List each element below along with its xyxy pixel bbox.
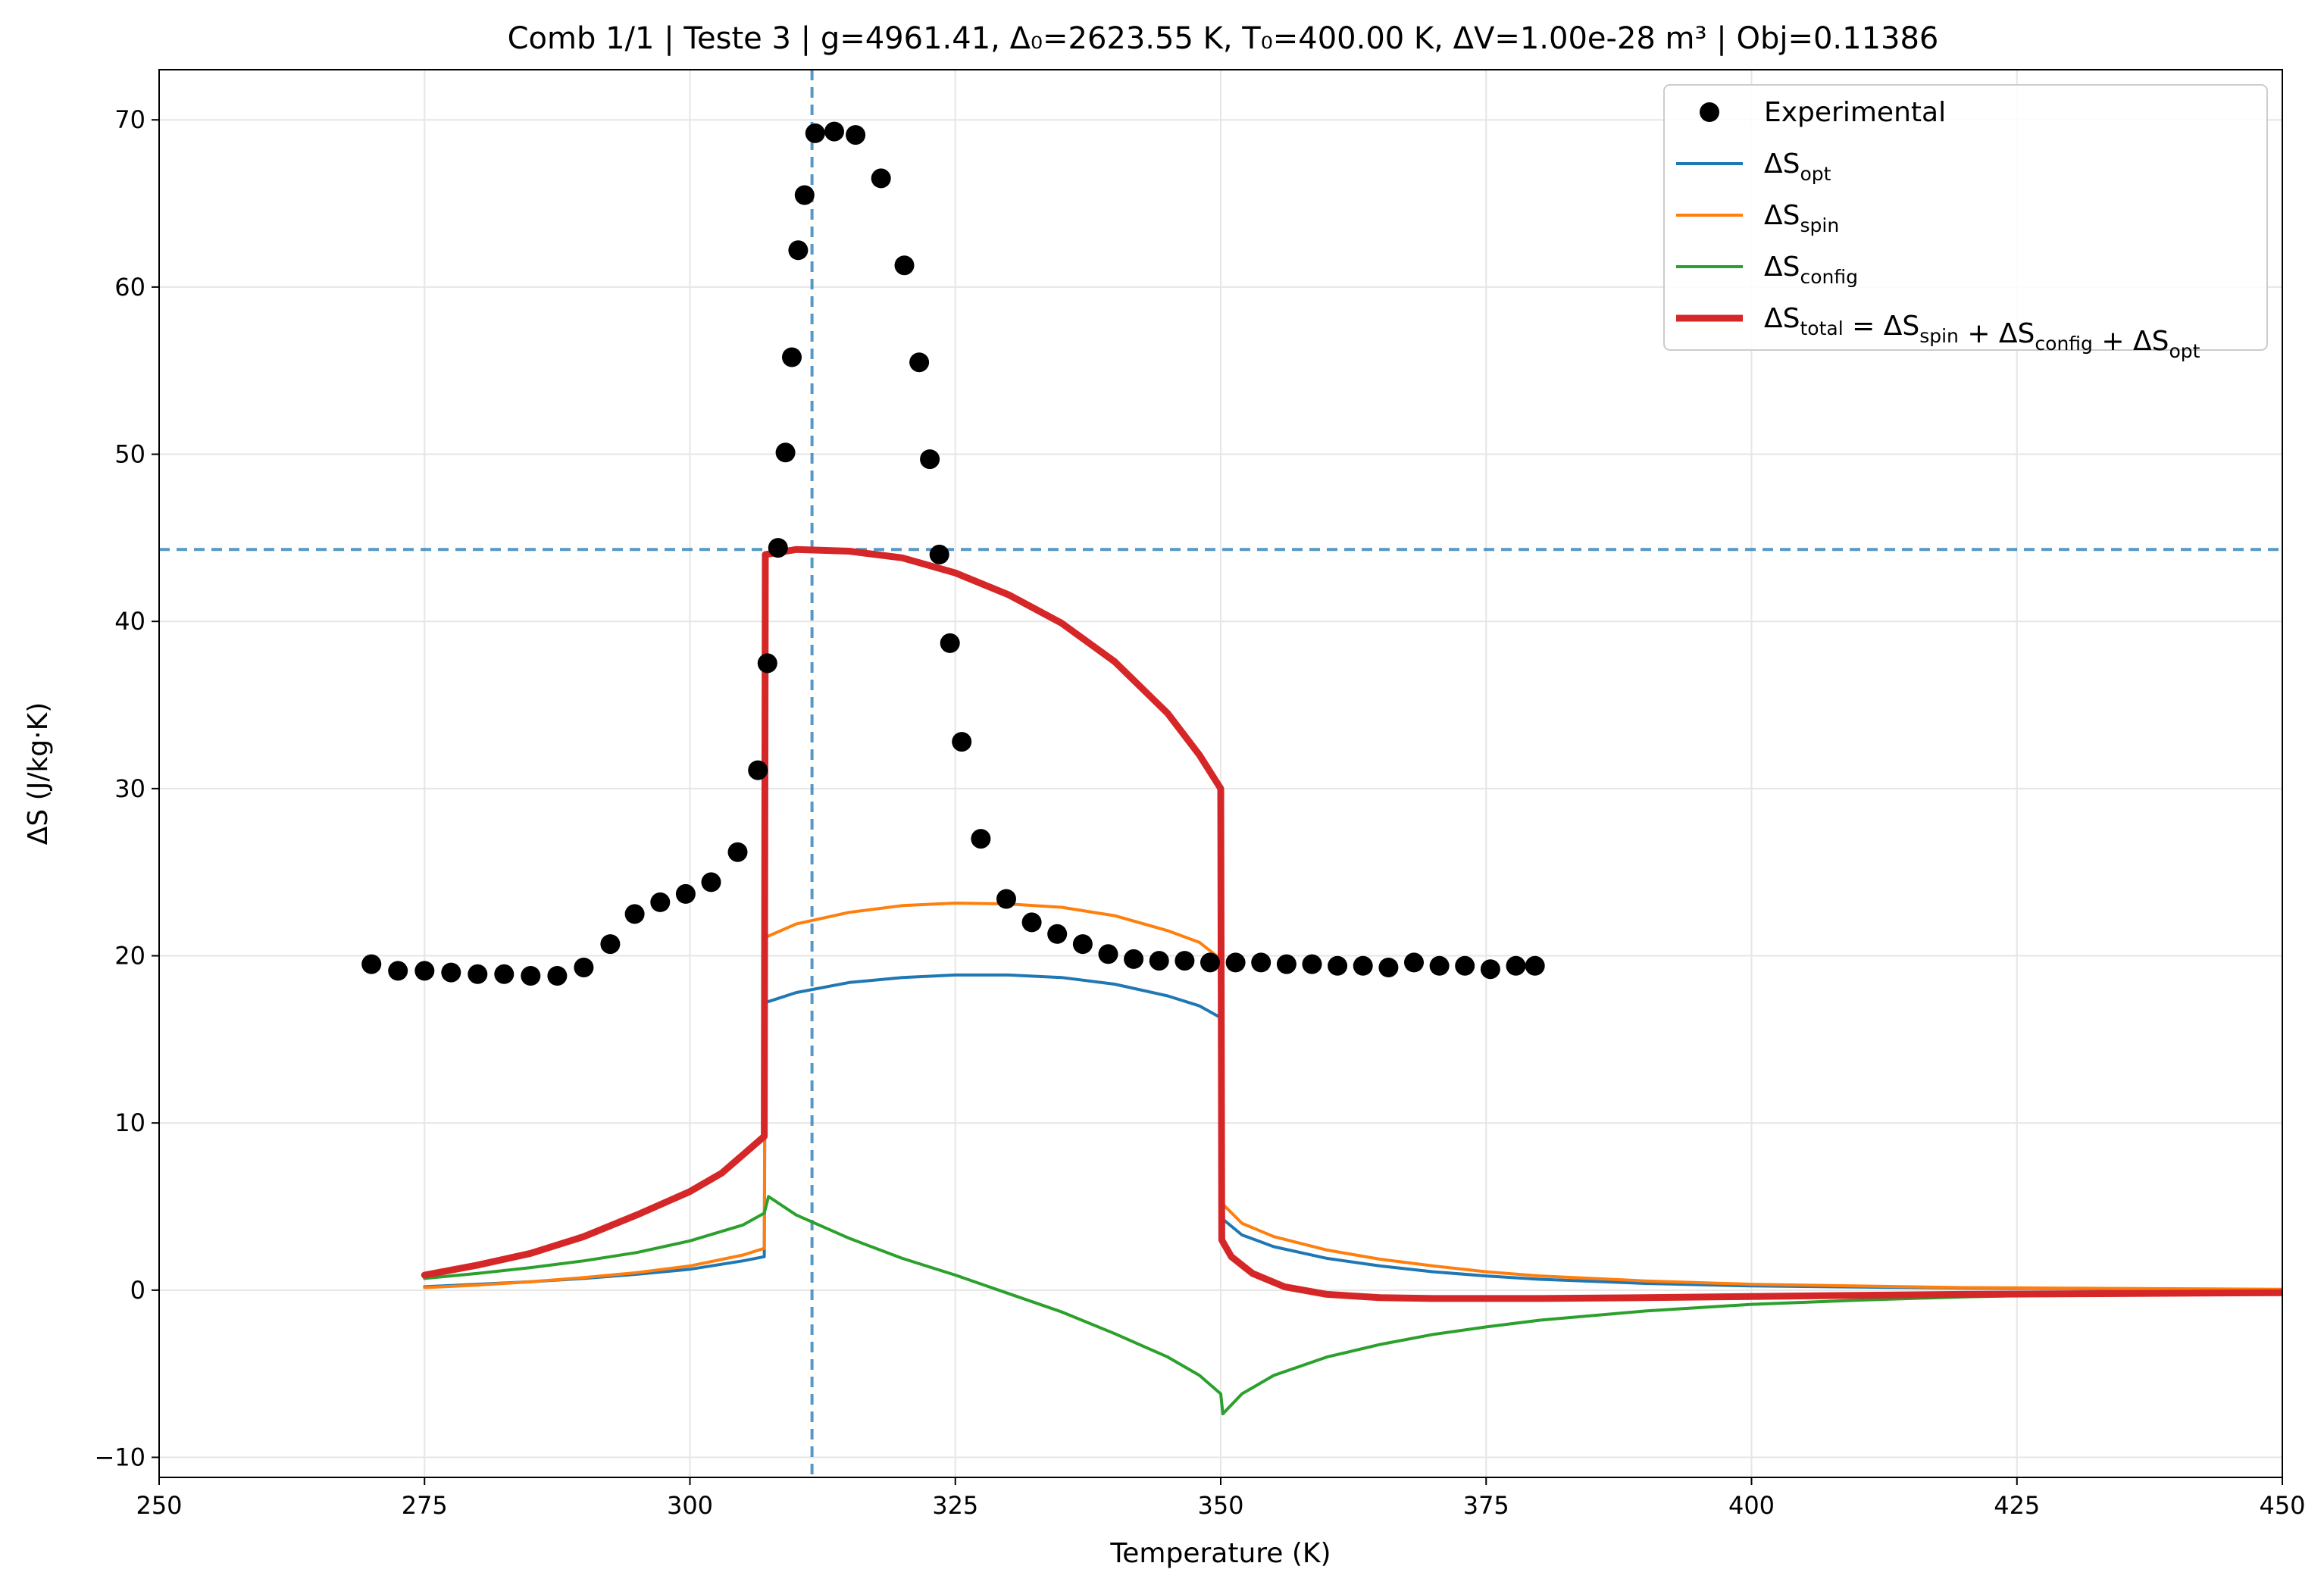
data-point-experimental [1378,958,1399,977]
data-point-experimental [768,538,788,558]
data-point-experimental [1072,934,1093,955]
data-point-experimental [701,872,721,892]
data-point-experimental [600,934,621,955]
data-point-experimental [1225,952,1246,973]
data-point-experimental [940,633,960,653]
x-axis-label: Temperature (K) [1109,1538,1331,1569]
data-point-experimental [824,121,844,142]
data-point-experimental [794,185,815,205]
x-tick-label: 450 [2259,1491,2305,1520]
y-axis-label: ΔS (J/kg·K) [23,702,54,846]
x-axis-ticks: 250 275 300 325 350 375 400 425 450 [136,1477,2306,1520]
data-point-experimental [1276,954,1296,974]
data-point-experimental [547,966,568,986]
data-point-experimental [1353,955,1373,976]
data-point-experimental [757,653,777,674]
data-point-experimental [441,962,461,983]
x-tick-label: 350 [1197,1491,1243,1520]
data-point-experimental [846,125,866,145]
data-point-experimental [1251,952,1271,973]
data-point-experimental [1124,949,1144,969]
data-point-experimental [920,449,940,470]
data-point-experimental [782,347,802,367]
data-point-experimental [996,889,1016,909]
plot-area [159,70,2282,1477]
data-point-experimental [521,966,541,986]
data-point-experimental [675,883,696,904]
data-point-experimental [650,892,671,912]
data-point-experimental [388,961,408,981]
y-tick-label: 40 [114,607,145,636]
data-point-experimental [805,123,825,143]
y-tick-label: −10 [94,1443,145,1472]
x-tick-label: 400 [1728,1491,1775,1520]
y-axis-ticks: −10 0 10 20 30 40 50 60 70 [94,105,159,1472]
data-point-experimental [775,442,796,463]
y-tick-label: 20 [114,942,145,971]
x-tick-label: 375 [1463,1491,1509,1520]
data-point-experimental [727,842,748,862]
data-point-experimental [1302,954,1322,974]
data-point-experimental [1328,955,1348,976]
data-point-experimental [788,240,809,261]
series-line-config [423,1195,2282,1416]
legend-label-opt: ΔSopt [1764,148,1831,185]
y-tick-label: 0 [130,1276,145,1305]
data-point-experimental [1021,912,1042,933]
data-point-experimental [574,958,594,977]
y-tick-label: 30 [114,774,145,803]
data-point-experimental [414,961,435,981]
data-point-experimental [971,829,991,849]
legend-label-exp: Experimental [1764,97,1946,128]
data-point-experimental [1429,955,1450,976]
data-point-experimental [361,954,382,974]
data-point-experimental [1525,955,1545,976]
x-tick-label: 325 [932,1491,978,1520]
data-point-experimental [1200,952,1220,973]
data-point-experimental [748,760,768,780]
y-tick-label: 50 [114,440,145,469]
data-point-experimental [468,964,488,984]
data-point-experimental [624,904,645,924]
legend: Experimental ΔSopt ΔSspin ΔSconfig ΔStotal =… [1663,84,2268,362]
data-point-experimental [1506,955,1526,976]
series-line-spin [423,902,2282,1291]
y-tick-label: 10 [114,1108,145,1137]
data-point-experimental [1098,944,1118,964]
y-tick-label: 70 [114,105,145,134]
legend-marker-exp [1700,102,1719,122]
legend-label-spin: ΔSspin [1764,200,1839,236]
data-point-experimental [1149,951,1169,971]
series-line-total [421,545,2282,1302]
legend-label-config: ΔSconfig [1764,252,1858,288]
x-tick-label: 300 [667,1491,713,1520]
legend-box [1663,84,2268,351]
data-point-experimental [494,964,515,984]
data-point-experimental [952,732,972,752]
legend-label-total: ΔStotal = ΔSspin + ΔSconfig + ΔSopt [1764,303,2200,362]
data-point-experimental [871,168,891,189]
data-point-experimental [1047,924,1068,944]
data-point-experimental [909,352,930,373]
x-tick-label: 425 [1994,1491,2040,1520]
y-tick-label: 60 [114,273,145,302]
data-point-experimental [1404,952,1424,973]
data-point-experimental [894,255,915,276]
data-point-experimental [1455,955,1475,976]
data-point-experimental [1480,959,1500,980]
data-point-experimental [929,544,949,564]
x-tick-label: 275 [402,1491,448,1520]
x-tick-label: 250 [136,1491,182,1520]
chart-title: Comb 1/1 | Teste 3 | g=4961.41, Δ₀=2623.… [508,21,1939,56]
series-line-opt [423,973,2282,1292]
data-point-experimental [1175,951,1195,971]
